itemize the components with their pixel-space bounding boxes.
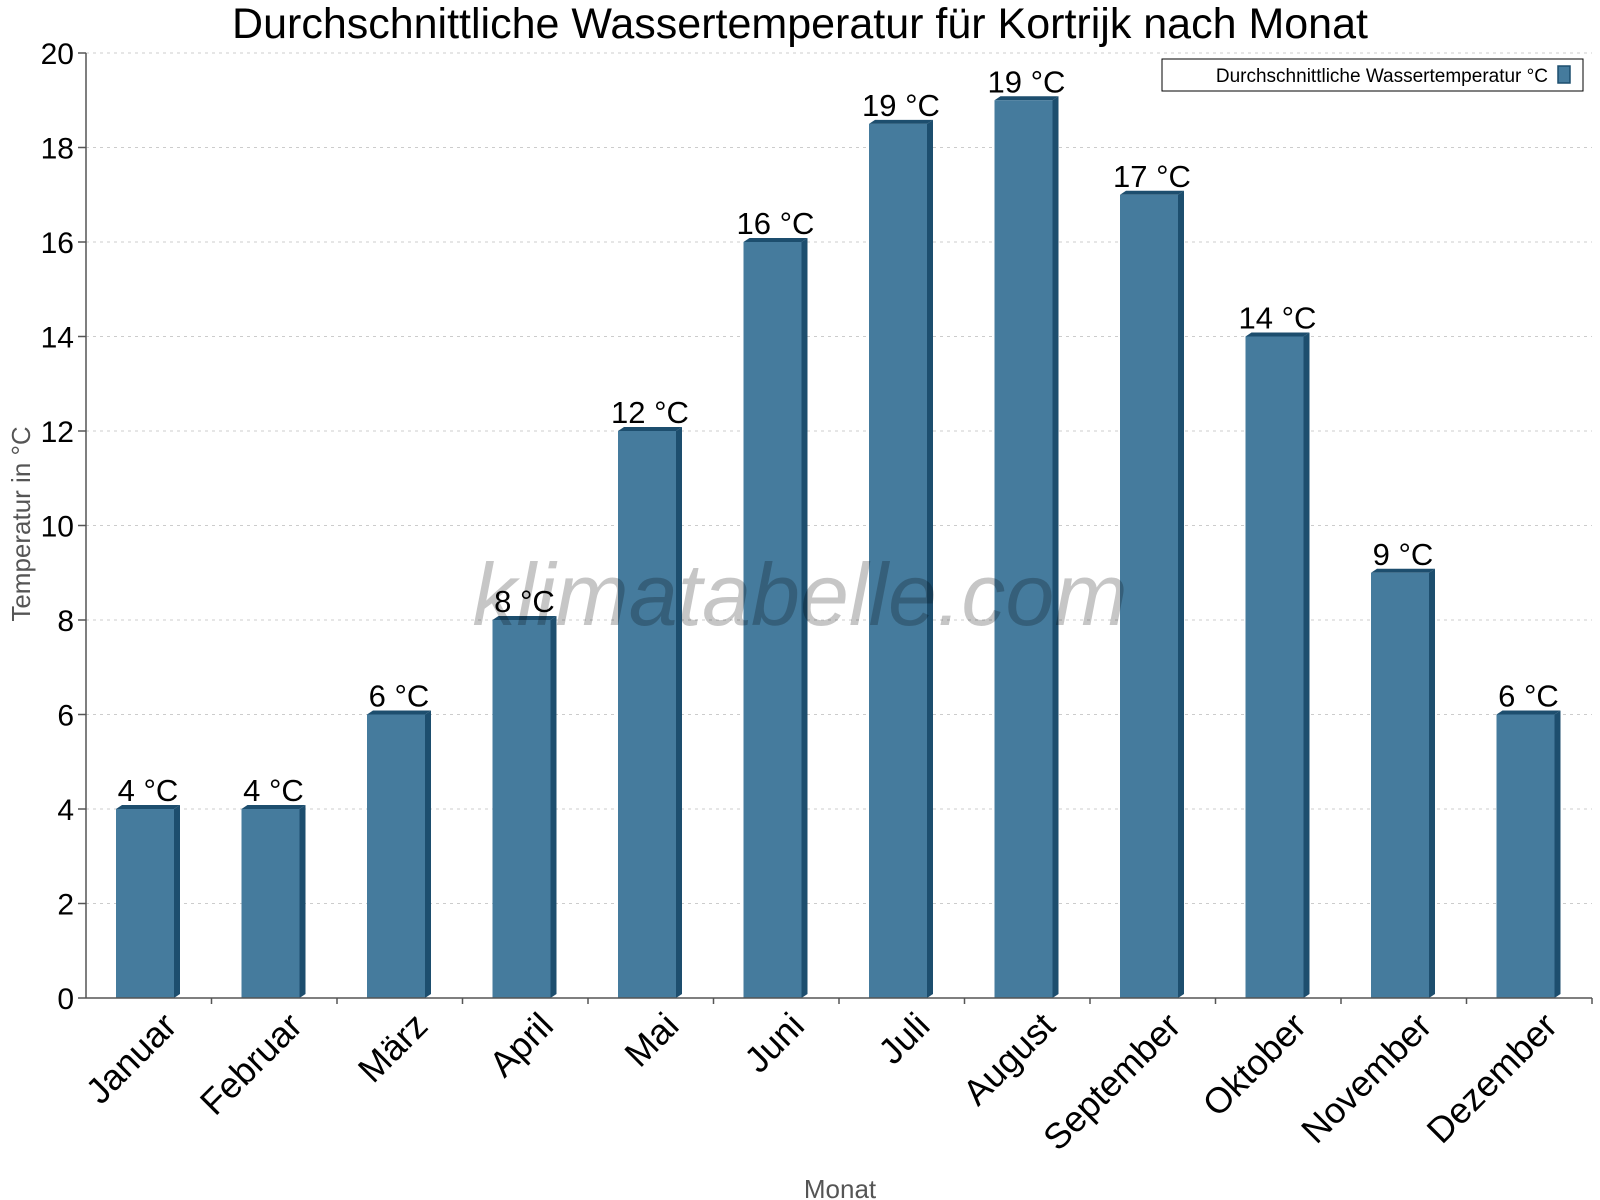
bar-side	[676, 427, 682, 998]
y-tick-label: 16	[41, 227, 74, 260]
chart-title: Durchschnittliche Wassertemperatur für K…	[232, 0, 1368, 48]
bar-november	[1371, 568, 1435, 998]
bar-side	[927, 119, 933, 998]
x-tick-label-juni: Juni	[736, 1005, 812, 1081]
watermark-text: klimatabelle.com	[472, 545, 1127, 644]
data-label-mai: 12 °C	[611, 395, 689, 430]
bar-oktober	[1245, 332, 1310, 998]
bar-front	[1120, 194, 1178, 998]
x-tick-label-mai: Mai	[616, 1005, 686, 1075]
x-tick-label-oktober: Oktober	[1194, 1005, 1314, 1125]
y-tick-label: 6	[57, 700, 74, 733]
bar-side	[1178, 190, 1184, 998]
bar-front	[869, 123, 927, 998]
y-axis-label: Temperatur in °C	[6, 426, 36, 621]
y-tick-label: 8	[57, 605, 74, 638]
bar-front	[492, 620, 551, 998]
data-label-februar: 4 °C	[243, 773, 304, 808]
bar-top	[1496, 710, 1561, 715]
data-label-oktober: 14 °C	[1239, 301, 1317, 336]
bar-märz	[367, 710, 431, 998]
bar-top	[492, 616, 557, 620]
bar-side	[1429, 568, 1435, 998]
bar-front	[241, 809, 300, 998]
bar-mai	[618, 427, 682, 998]
y-tick-label: 18	[41, 133, 74, 166]
bar-front	[1245, 336, 1304, 998]
bar-side	[425, 710, 431, 998]
x-tick-label-august: August	[955, 1005, 1063, 1113]
bar-juni	[743, 238, 808, 998]
data-labels: 4 °C 4 °C 6 °C 8 °C 12 °C 16 °C 19 °C 19 °C 17 °…	[118, 64, 1559, 808]
bar-front	[994, 100, 1053, 998]
legend: Durchschnittliche Wassertemperatur °C	[1161, 58, 1584, 92]
bar-side	[1554, 710, 1561, 998]
bar-front	[116, 809, 174, 998]
bar-top	[1120, 190, 1184, 195]
axes	[78, 52, 1593, 1004]
grid-lines	[86, 52, 1592, 904]
bar-top	[994, 96, 1059, 101]
bar-top	[367, 710, 431, 715]
y-tick-label: 14	[41, 322, 74, 355]
bar-top	[1245, 332, 1310, 337]
bar-dezember	[1496, 710, 1561, 998]
y-tick-label: 0	[57, 983, 74, 1016]
data-label-januar: 4 °C	[118, 773, 179, 808]
data-label-juni: 16 °C	[737, 206, 815, 241]
bar-januar	[116, 805, 180, 998]
bar-side	[801, 238, 808, 998]
bar-september	[1120, 190, 1184, 998]
bar-front	[1371, 572, 1429, 998]
legend-box	[1161, 58, 1584, 92]
x-axis-label: Monat	[804, 1174, 877, 1200]
x-tick-label-november: November	[1293, 1005, 1439, 1151]
bar-side	[1052, 96, 1059, 998]
bar-top	[241, 805, 306, 809]
bar-top	[1371, 568, 1435, 573]
x-tick-label-märz: März	[350, 1005, 436, 1091]
bar-top	[618, 427, 682, 431]
x-tick-label-juli: Juli	[870, 1005, 937, 1072]
data-label-märz: 6 °C	[369, 679, 430, 714]
bar-april	[492, 616, 557, 998]
bar-top	[116, 805, 180, 809]
x-tick-label-dezember: Dezember	[1418, 1005, 1564, 1151]
bar-side	[1303, 332, 1310, 998]
data-label-august: 19 °C	[988, 64, 1066, 99]
y-tick-label: 4	[57, 794, 74, 827]
bar-side	[174, 805, 180, 998]
x-tick-label-april: April	[481, 1005, 561, 1085]
x-tick-label-september: September	[1035, 1005, 1189, 1159]
bar-side	[299, 805, 306, 998]
bar-front	[743, 242, 802, 998]
data-label-november: 9 °C	[1373, 537, 1434, 572]
data-label-september: 17 °C	[1113, 159, 1191, 194]
bar-front	[1496, 714, 1555, 998]
x-tick-label-januar: Januar	[78, 1005, 185, 1112]
bar-front	[367, 714, 425, 998]
bar-side	[550, 616, 557, 998]
data-label-dezember: 6 °C	[1498, 679, 1559, 714]
legend-entry-label: Durchschnittliche Wassertemperatur °C	[1216, 66, 1548, 87]
data-label-april: 8 °C	[494, 584, 555, 619]
y-tick-label: 2	[57, 889, 74, 922]
x-tick-label-februar: Februar	[192, 1005, 310, 1123]
bar-august	[994, 96, 1059, 998]
data-label-juli: 19 °C	[862, 88, 940, 123]
y-tick-label: 20	[41, 38, 74, 71]
bar-top	[743, 238, 808, 242]
bar-februar	[241, 805, 306, 998]
bar-front	[618, 431, 676, 998]
y-tick-label: 10	[41, 511, 74, 544]
bar-juli	[869, 119, 933, 998]
y-tick-label: 12	[41, 416, 74, 449]
legend-swatch	[1557, 65, 1571, 84]
bar-top	[869, 119, 933, 124]
bars	[116, 96, 1561, 998]
